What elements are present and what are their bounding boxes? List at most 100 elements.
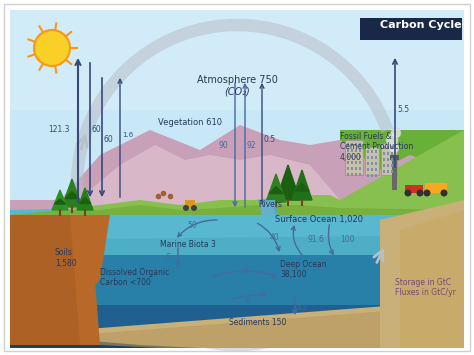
Polygon shape: [400, 210, 464, 348]
Polygon shape: [10, 300, 464, 348]
Polygon shape: [365, 147, 379, 175]
Circle shape: [386, 134, 398, 146]
Polygon shape: [355, 161, 357, 164]
Polygon shape: [383, 152, 385, 155]
Polygon shape: [347, 161, 349, 164]
Polygon shape: [347, 155, 349, 158]
Polygon shape: [367, 168, 369, 171]
Polygon shape: [351, 173, 353, 176]
Polygon shape: [62, 179, 82, 207]
Polygon shape: [340, 190, 464, 215]
Polygon shape: [351, 167, 353, 170]
Polygon shape: [10, 215, 110, 345]
Polygon shape: [391, 170, 393, 173]
Polygon shape: [10, 130, 464, 215]
Polygon shape: [391, 152, 393, 155]
Text: Atmosphere 750: Atmosphere 750: [197, 75, 277, 85]
Text: (CO₂): (CO₂): [224, 86, 250, 96]
Polygon shape: [375, 168, 377, 171]
Polygon shape: [280, 181, 296, 190]
Polygon shape: [367, 150, 369, 153]
Text: 5.5: 5.5: [397, 105, 409, 115]
Circle shape: [440, 190, 447, 197]
Text: Fluxes in GtC/yr: Fluxes in GtC/yr: [395, 288, 456, 297]
Polygon shape: [375, 174, 377, 177]
Polygon shape: [359, 161, 361, 164]
Polygon shape: [55, 199, 65, 204]
Polygon shape: [65, 192, 79, 198]
Polygon shape: [391, 164, 393, 167]
Polygon shape: [295, 184, 309, 191]
Polygon shape: [359, 173, 361, 176]
Polygon shape: [351, 143, 353, 146]
Polygon shape: [347, 167, 349, 170]
Text: Storage in GtC: Storage in GtC: [395, 278, 451, 287]
Text: 60: 60: [92, 126, 102, 135]
Circle shape: [404, 190, 411, 197]
Polygon shape: [387, 170, 389, 173]
Polygon shape: [391, 158, 393, 161]
Polygon shape: [185, 200, 195, 208]
Polygon shape: [359, 143, 361, 146]
Text: 60: 60: [104, 136, 114, 144]
Polygon shape: [355, 149, 357, 152]
Polygon shape: [10, 200, 464, 255]
Polygon shape: [355, 167, 357, 170]
Polygon shape: [355, 173, 357, 176]
Polygon shape: [359, 155, 361, 158]
Polygon shape: [52, 190, 68, 210]
Text: 6: 6: [165, 253, 170, 262]
Polygon shape: [355, 155, 357, 158]
Text: Vegetation 610: Vegetation 610: [158, 118, 222, 127]
Polygon shape: [360, 18, 462, 40]
Polygon shape: [371, 168, 373, 171]
Polygon shape: [10, 10, 464, 200]
Polygon shape: [276, 165, 300, 200]
Polygon shape: [10, 305, 464, 335]
Polygon shape: [375, 162, 377, 165]
Polygon shape: [375, 150, 377, 153]
Polygon shape: [10, 10, 464, 110]
Polygon shape: [347, 173, 349, 176]
Polygon shape: [425, 183, 447, 193]
Polygon shape: [383, 158, 385, 161]
Polygon shape: [371, 156, 373, 159]
Text: Marine Biota 3: Marine Biota 3: [160, 240, 216, 249]
Polygon shape: [10, 205, 464, 215]
Polygon shape: [367, 174, 369, 177]
Polygon shape: [10, 305, 464, 348]
Text: 92: 92: [247, 141, 256, 149]
Text: 6: 6: [246, 297, 250, 306]
Polygon shape: [381, 143, 397, 175]
Polygon shape: [359, 167, 361, 170]
Polygon shape: [392, 155, 397, 190]
Polygon shape: [387, 158, 389, 161]
Polygon shape: [371, 150, 373, 153]
Polygon shape: [387, 164, 389, 167]
Polygon shape: [10, 125, 464, 215]
Polygon shape: [347, 149, 349, 152]
Polygon shape: [383, 146, 385, 149]
Text: Carbon Cycle: Carbon Cycle: [380, 20, 462, 30]
Polygon shape: [383, 170, 385, 173]
Polygon shape: [345, 140, 363, 175]
Polygon shape: [355, 143, 357, 146]
Polygon shape: [351, 149, 353, 152]
Polygon shape: [383, 164, 385, 167]
Polygon shape: [367, 156, 369, 159]
Text: Sediments 150: Sediments 150: [229, 318, 287, 327]
Text: 0.2: 0.2: [297, 305, 308, 311]
Polygon shape: [405, 185, 423, 193]
Polygon shape: [359, 149, 361, 152]
Text: 0.5: 0.5: [264, 136, 276, 144]
Circle shape: [34, 30, 70, 66]
Polygon shape: [77, 188, 93, 210]
Polygon shape: [375, 156, 377, 159]
Polygon shape: [10, 255, 464, 305]
Text: 90: 90: [218, 141, 228, 149]
Text: Soils
1,580: Soils 1,580: [55, 248, 77, 268]
Polygon shape: [390, 155, 399, 160]
Text: 40: 40: [270, 233, 280, 241]
Text: 50: 50: [187, 222, 197, 230]
Polygon shape: [10, 335, 464, 348]
